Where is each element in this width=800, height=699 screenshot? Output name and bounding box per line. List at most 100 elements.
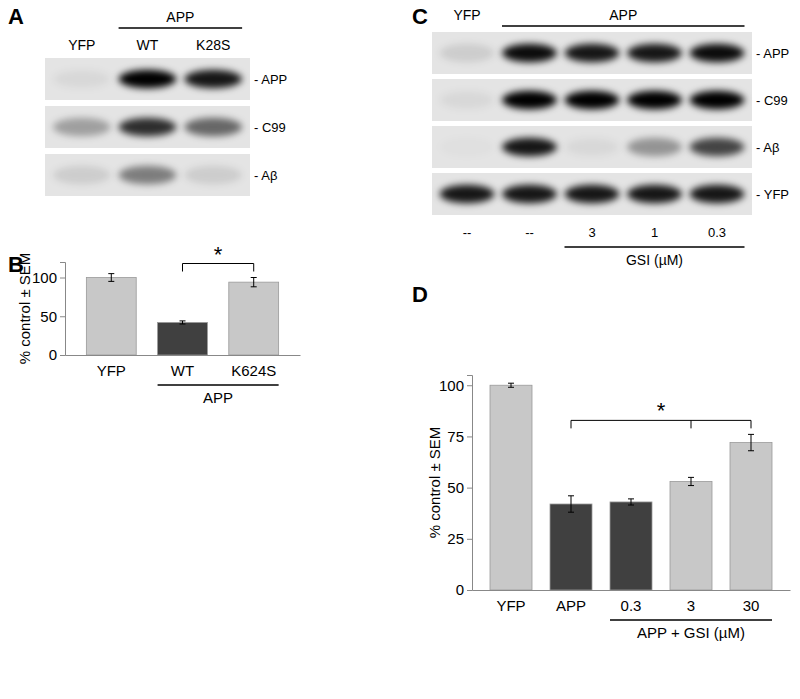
band: [627, 91, 682, 109]
error-bar: [508, 383, 514, 387]
row-label: - APP: [254, 72, 287, 87]
blot: - APP- C99- AβAPPYFPWTK28S: [45, 9, 287, 196]
band: [502, 44, 557, 62]
group-label: YFP: [453, 7, 480, 23]
lane-label: WT: [137, 37, 159, 53]
bar: [610, 502, 652, 590]
group-label: APP + GSI (µM): [637, 624, 745, 641]
tick-label: WT: [171, 362, 194, 379]
group-label: GSI (µM): [626, 252, 683, 268]
row-label: - YFP: [756, 187, 789, 202]
tick-label: 50: [40, 308, 57, 325]
band: [184, 118, 242, 136]
tick-mark: [467, 385, 472, 386]
band: [627, 185, 682, 203]
lane-label: 0.3: [708, 225, 726, 240]
panel-label: C: [412, 4, 428, 29]
band: [565, 91, 620, 109]
tick-label: 25: [447, 530, 464, 547]
tick: 0: [456, 581, 472, 598]
band: [690, 138, 745, 156]
bar: [158, 322, 208, 355]
error-bar: [251, 278, 257, 287]
tick-label: 100: [439, 377, 464, 394]
bar-chart: 0 25 50 75 100 YFPAPP0.3330 APP + GSI (µM) * % c…: [426, 376, 791, 642]
tick-mark: [60, 278, 65, 279]
band: [502, 185, 557, 203]
band: [627, 44, 682, 62]
tick-mark: [467, 539, 472, 540]
row-label: - Aβ: [254, 168, 277, 183]
tick-label: 0.3: [621, 597, 642, 614]
y-axis-title: % control ± SEM: [426, 427, 443, 539]
row-label: - C99: [254, 120, 286, 135]
tick: WT: [171, 355, 194, 379]
band: [440, 185, 495, 203]
bar: [490, 385, 532, 590]
error-bar: [688, 477, 694, 485]
band: [119, 166, 177, 184]
group-line: [565, 246, 745, 248]
panel-label: A: [8, 4, 24, 29]
tick: 30: [743, 590, 760, 614]
tick: 0.3: [621, 590, 642, 614]
figure: A - APP - C99 - Aβ APP YFP WT K28S C - APP - C99 - …: [0, 0, 800, 699]
blot-strip: [432, 79, 752, 121]
band: [119, 70, 177, 88]
row-label: - APP: [756, 46, 789, 61]
tick-mark: [60, 355, 65, 356]
tick: 0: [49, 346, 65, 363]
lane-label: YFP: [68, 37, 95, 53]
plot-area: [490, 383, 772, 590]
lane-label: --: [525, 225, 534, 240]
tick-label: YFP: [97, 362, 126, 379]
tick: 50: [447, 479, 472, 496]
band: [502, 91, 557, 109]
tick-label: K624S: [231, 362, 276, 379]
band: [184, 166, 242, 184]
error-bar: [748, 434, 754, 450]
band: [565, 44, 620, 62]
lane-label: K28S: [196, 37, 230, 53]
blot-strip: [45, 154, 250, 196]
row-label: - C99: [756, 93, 788, 108]
tick: YFP: [496, 590, 525, 614]
tick-mark: [467, 436, 472, 437]
x-axis: YFP WT K624S: [66, 355, 301, 379]
band: [502, 138, 557, 156]
tick: 100: [32, 269, 65, 286]
bar: [550, 504, 592, 590]
bar: [229, 282, 279, 355]
significance-label: *: [657, 398, 666, 423]
error-bar: [180, 321, 186, 324]
tick-label: 50: [447, 479, 464, 496]
blot-strip: [45, 58, 250, 100]
lane-label: 3: [588, 225, 595, 240]
tick: 75: [447, 428, 472, 445]
tick: K624S: [231, 355, 276, 379]
tick-label: 100: [32, 269, 57, 286]
tick-label: 30: [743, 597, 760, 614]
row-label: - Aβ: [756, 140, 779, 155]
blot: - APP- C99- Aβ- YFPYFPAPP----310.3GSI (µ…: [432, 7, 789, 268]
y-axis: 0 25 50 75 100: [439, 376, 473, 599]
bar: [730, 443, 772, 590]
band: [565, 138, 620, 156]
band: [440, 44, 495, 62]
tick: 100: [439, 377, 472, 394]
group-line: [158, 384, 279, 386]
blot-strip: [432, 126, 752, 168]
error-bar: [628, 499, 634, 505]
tick-label: 0: [456, 581, 464, 598]
tick-mark: [60, 316, 65, 317]
tick: YFP: [97, 355, 126, 379]
group-label: APP: [203, 389, 233, 406]
axis-line: [473, 590, 791, 591]
error-bar: [568, 496, 574, 512]
significance-label: *: [214, 242, 223, 267]
x-axis: YFPAPP0.3330: [473, 590, 791, 614]
tick: 25: [447, 530, 472, 547]
band: [53, 166, 111, 184]
group-label: APP: [609, 7, 637, 23]
y-axis: 0 50 100: [32, 263, 66, 364]
